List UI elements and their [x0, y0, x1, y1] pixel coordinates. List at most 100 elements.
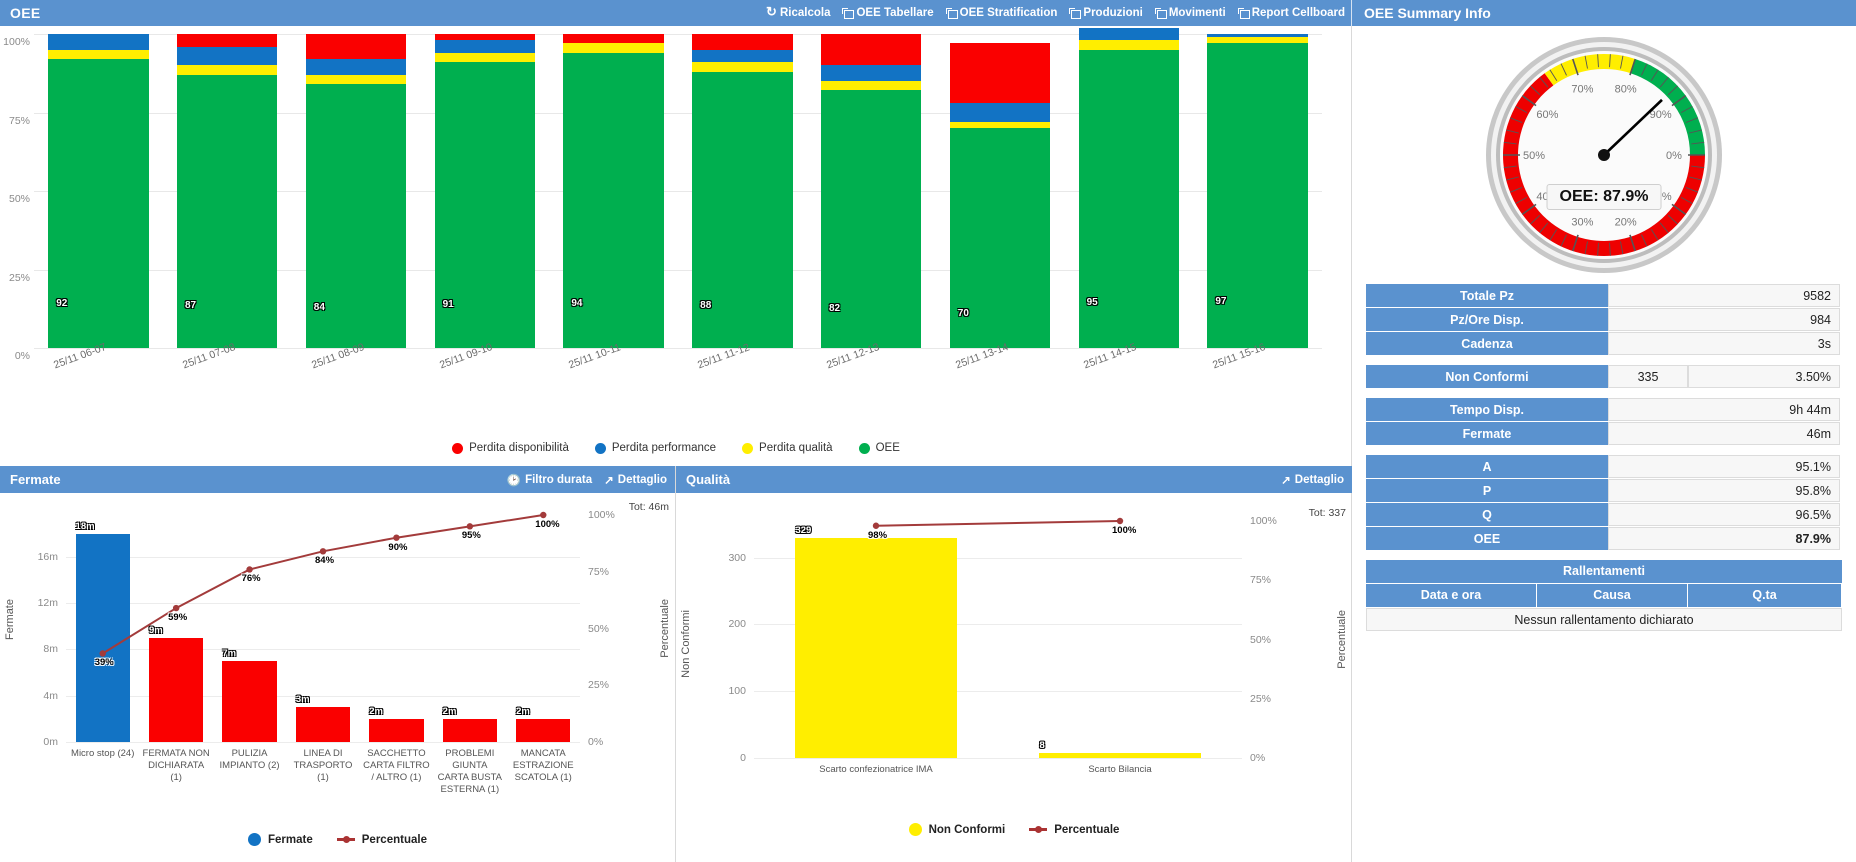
legend-item[interactable]: OEE — [858, 442, 900, 454]
header-left: OEE Ricalcola OEE Tabellare OEE Stratifi… — [0, 0, 1352, 26]
pareto-bar[interactable]: 2m — [369, 706, 424, 742]
pareto-bar-slot[interactable]: 2m — [360, 515, 433, 742]
oee-bar-slot[interactable]: 87 — [163, 34, 292, 348]
legend-item[interactable]: Percentuale — [1029, 824, 1119, 836]
oee-segment-y — [176, 65, 278, 75]
pareto-bar-slot[interactable]: 3m — [286, 515, 359, 742]
rallentamenti-column-header[interactable]: Data e ora — [1366, 584, 1536, 607]
pareto-bar[interactable]: 329 — [795, 525, 957, 758]
pareto-bar-slot[interactable]: 9m — [139, 515, 212, 742]
pareto-bar[interactable]: 9m — [148, 625, 204, 742]
x-axis-label: LINEA DI TRASPORTO (1) — [293, 748, 353, 783]
header-link-oee-stratification[interactable]: OEE Stratification — [945, 7, 1057, 19]
header-link-movimenti[interactable]: Movimenti — [1154, 7, 1226, 19]
gauge-container: 0%10%20%30%40%50%60%70%80%90%OEE: 87.9% — [1483, 34, 1725, 276]
gauge-svg: 0%10%20%30%40%50%60%70%80%90% — [1486, 37, 1722, 273]
oee-bar-slot[interactable]: 92 — [34, 34, 163, 348]
oee-stacked-bar[interactable]: 91 — [434, 34, 535, 348]
oee-stacked-bar[interactable]: 87 — [176, 34, 278, 348]
summary-value: 95.1% — [1608, 455, 1840, 478]
svg-text:70%: 70% — [1571, 83, 1593, 95]
oee-stacked-bar[interactable]: 70 — [949, 43, 1051, 348]
pareto-bar-slot[interactable]: 8 — [998, 521, 1242, 758]
oee-bar-slot[interactable]: 70 — [936, 34, 1065, 348]
pareto-bar[interactable]: 8 — [1039, 740, 1201, 758]
oee-bar-slot[interactable]: 94 — [549, 34, 678, 348]
header-link-ricalcola[interactable]: Ricalcola — [766, 4, 831, 20]
y-tick: 0m — [43, 736, 58, 748]
pareto-bar-value: 329 — [795, 525, 812, 537]
qualita-pareto-chart: 0 100 200 300 0% 25% 50% 75% 100% Non Conformi Per… — [676, 493, 1352, 862]
oee-bar-slot[interactable]: 84 — [292, 34, 421, 348]
gridline — [754, 691, 1242, 693]
y2-tick: 0% — [1250, 752, 1266, 764]
pareto-bar-slot[interactable]: 2m — [507, 515, 580, 742]
legend-label: Perdita disponibilità — [469, 442, 569, 454]
legend-item[interactable]: Perdita disponibilità — [452, 442, 569, 454]
rallentamenti-column-header[interactable]: Q.ta — [1688, 584, 1841, 607]
oee-segment-r — [692, 34, 793, 50]
oee-segment-g — [692, 71, 793, 348]
summary-label: Pz/Ore Disp. — [1366, 308, 1608, 331]
pareto-bar[interactable]: 7m — [222, 648, 277, 742]
oee-stacked-bar[interactable]: 97 — [1207, 34, 1308, 348]
oee-bar-slot[interactable]: 82 — [807, 34, 936, 348]
oee-stacked-bar[interactable]: 82 — [820, 34, 922, 348]
qualita-dettaglio-button[interactable]: ↗ Dettaglio — [1281, 473, 1344, 487]
oee-segment-y — [1207, 37, 1308, 44]
window-icon — [1069, 7, 1082, 19]
qualita-panel-title: Qualità — [686, 472, 731, 487]
rallentamenti-title: Rallentamenti — [1366, 560, 1842, 583]
oee-bar-value: 88 — [700, 300, 712, 312]
oee-segment-g — [563, 52, 664, 348]
oee-bar-slot[interactable]: 97 — [1193, 34, 1322, 348]
legend-item[interactable]: Perdita performance — [594, 442, 716, 454]
oee-bar-value: 92 — [56, 298, 68, 310]
pareto-bar[interactable]: 18m — [75, 521, 130, 742]
oee-stacked-bar[interactable]: 94 — [563, 34, 664, 348]
pareto-bar-slot[interactable]: 329 — [754, 521, 998, 758]
oee-segment-y — [1078, 40, 1179, 50]
header-link-oee-tabellare[interactable]: OEE Tabellare — [842, 7, 934, 19]
filtro-durata-button[interactable]: 🕑 Filtro durata — [506, 473, 593, 487]
legend-item[interactable]: Perdita qualità — [742, 442, 833, 454]
rallentamenti-column-header[interactable]: Causa — [1537, 584, 1687, 607]
oee-bar-slot[interactable]: 88 — [678, 34, 807, 348]
legend-item[interactable]: Fermate — [248, 833, 313, 846]
oee-bar-value: 84 — [313, 301, 325, 313]
legend-item[interactable]: Percentuale — [336, 834, 427, 846]
oee-bar-value: 97 — [1215, 296, 1227, 308]
legend-item[interactable]: Non Conformi — [908, 823, 1005, 836]
oee-bar-slot[interactable]: 95 — [1064, 27, 1193, 348]
pareto-bar-value: 2m — [442, 705, 457, 717]
pareto-bar-slot[interactable]: 2m — [433, 515, 506, 742]
oee-stacked-bar[interactable]: 88 — [692, 34, 793, 348]
cumulative-label: 100% — [535, 519, 560, 530]
oee-x-label: 25/11 11-12 — [696, 341, 752, 372]
oee-segment-b — [1207, 34, 1308, 38]
x-axis-label: MANCATA ESTRAZIONE SCATOLA (1) — [512, 748, 574, 783]
fermate-dettaglio-button[interactable]: ↗ Dettaglio — [604, 473, 667, 487]
pareto-bar-value: 9m — [148, 624, 163, 636]
qualita-panel-actions: ↗ Dettaglio — [1281, 473, 1344, 487]
pareto-bar[interactable]: 2m — [442, 706, 497, 742]
y-tick: 12m — [37, 597, 58, 610]
oee-bar-slot[interactable]: 91 — [420, 34, 549, 348]
pareto-bar-slot[interactable]: 7m — [213, 515, 286, 742]
oee-segment-r — [176, 34, 278, 47]
legend-color-dot — [452, 442, 464, 454]
oee-stacked-bar[interactable]: 92 — [48, 34, 149, 348]
x-axis-label: Scarto confezionatrice IMA — [819, 764, 933, 775]
oee-segment-b — [820, 65, 922, 82]
fermate-panel-title: Fermate — [10, 472, 61, 487]
pareto-bar[interactable]: 3m — [295, 694, 351, 742]
pareto-bar[interactable]: 2m — [516, 706, 571, 742]
oee-stacked-bar[interactable]: 95 — [1078, 27, 1179, 348]
spacer — [1366, 389, 1842, 398]
summary-a-row: Cadenza 3s — [1366, 332, 1842, 355]
header-link-produzioni[interactable]: Produzioni — [1069, 7, 1143, 19]
pareto-bar-slot[interactable]: 18m — [66, 515, 139, 742]
oee-stacked-bar[interactable]: 84 — [305, 34, 407, 348]
header-link-report-cellboard[interactable]: Report Cellboard — [1237, 7, 1345, 19]
oee-segment-b — [48, 34, 149, 50]
